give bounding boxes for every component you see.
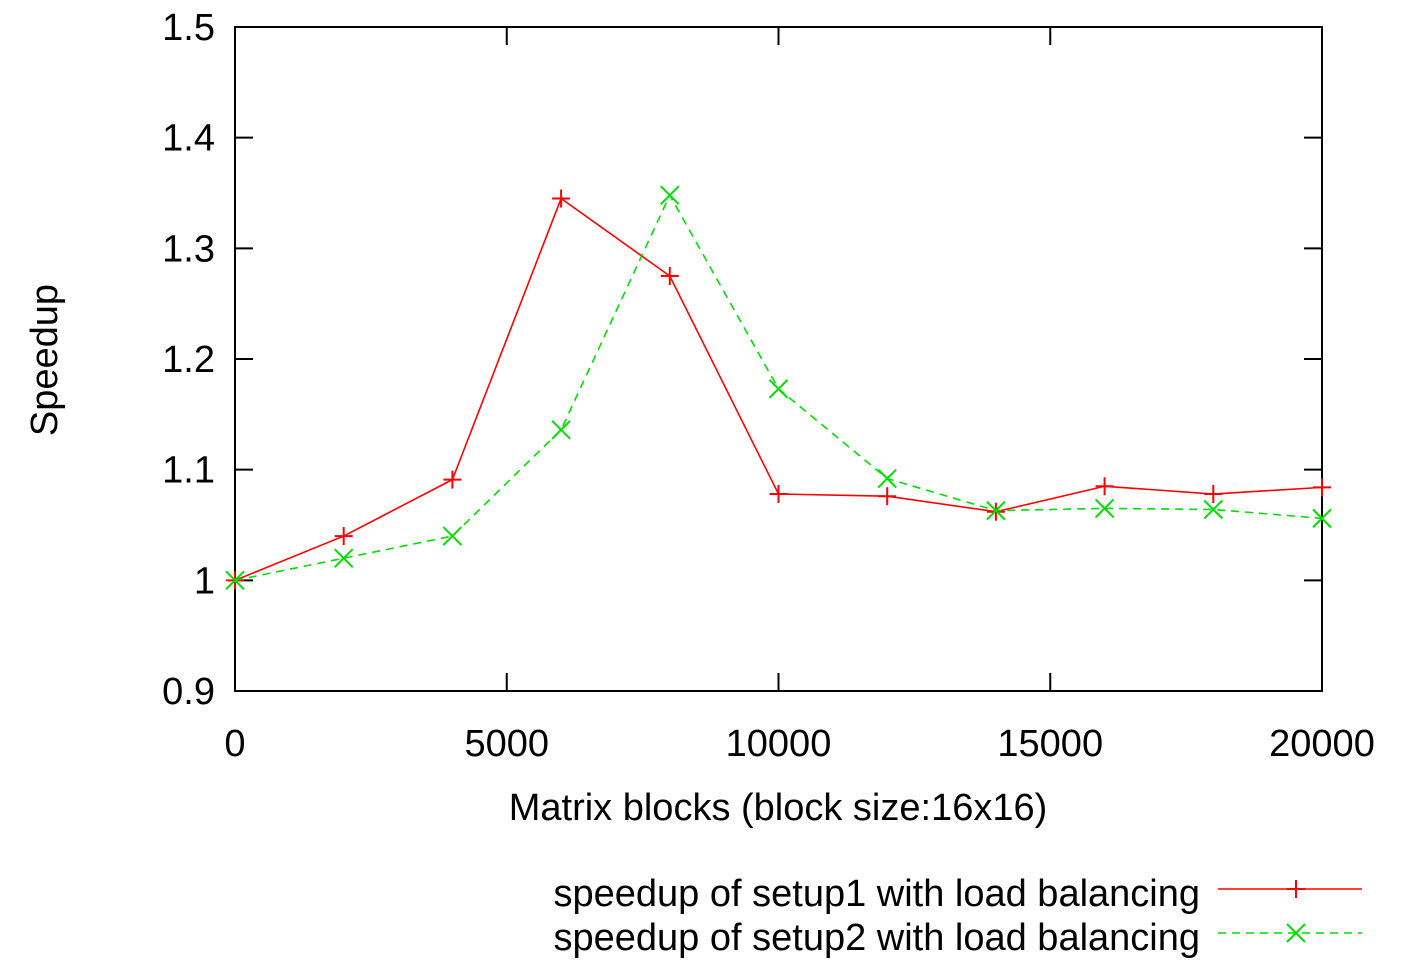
legend-marker-setup2 — [1286, 923, 1306, 943]
data-point-setup2 — [1203, 499, 1224, 520]
x-tick-label: 5000 — [464, 723, 549, 765]
legend-entry-setup2: speedup of setup2 with load balancing — [554, 917, 1362, 959]
data-point-setup2 — [225, 570, 245, 591]
plot-frame — [234, 26, 1323, 692]
x-tick-label: 10000 — [726, 723, 832, 765]
y-tick-label: 0.9 — [162, 671, 215, 713]
legend-sample-setup2 — [1218, 923, 1362, 943]
axes: 0.9 1 1.1 1.2 1.3 1.4 1.5 0 5000 10000 15000 20000 — [162, 7, 1375, 765]
x-tick-label: 20000 — [1269, 723, 1375, 765]
legend: speedup of setup1 with load balancing sp… — [554, 873, 1362, 959]
legend-sample-setup1 — [1218, 880, 1362, 898]
x-axis-label: Matrix blocks (block size:16x16) — [509, 787, 1048, 829]
legend-label-setup1: speedup of setup1 with load balancing — [554, 873, 1200, 915]
y-tick-label: 1.1 — [162, 450, 215, 492]
data-point-setup2 — [877, 468, 897, 489]
data-point-setup2 — [1094, 498, 1115, 519]
y-tick-label: 1.4 — [162, 118, 215, 160]
x-tick-label: 0 — [224, 723, 245, 765]
series-setup2 — [225, 185, 1332, 591]
legend-label-setup2: speedup of setup2 with load balancing — [554, 917, 1200, 959]
x-tick-label: 15000 — [997, 723, 1103, 765]
y-tick-label: 1.3 — [162, 228, 215, 270]
data-point-setup2 — [768, 379, 789, 399]
legend-entry-setup1: speedup of setup1 with load balancing — [554, 873, 1362, 915]
data-point-setup2 — [551, 420, 571, 440]
data-point-setup2 — [986, 500, 1006, 521]
y-tick-label: 1.5 — [162, 7, 215, 49]
y-tick-label: 1.2 — [162, 339, 215, 381]
data-point-setup2 — [333, 548, 354, 568]
data-point-setup2 — [660, 185, 680, 205]
series-setup1 — [226, 189, 1331, 590]
y-tick-label: 1 — [194, 560, 215, 602]
plot-series — [225, 185, 1332, 591]
y-axis-label: Speedup — [24, 284, 66, 436]
data-point-setup2 — [1312, 508, 1332, 529]
data-point-setup2 — [442, 526, 463, 546]
